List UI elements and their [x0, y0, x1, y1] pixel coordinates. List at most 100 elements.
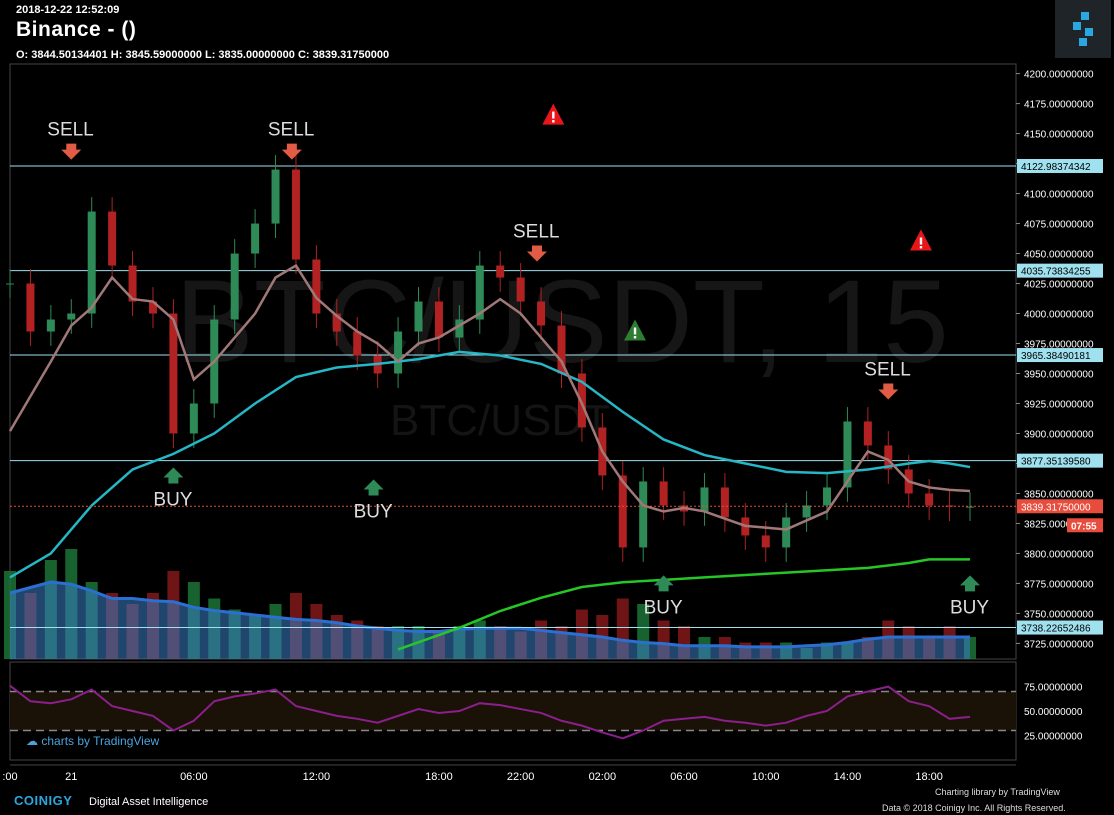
brand-tagline: Digital Asset Intelligence: [89, 796, 209, 808]
last-price-label: 3839.31750000: [1021, 502, 1091, 513]
candle-body: [966, 506, 974, 508]
time-tick-label: 18:00: [425, 771, 453, 783]
copyright: Data © 2018 Coinigy Inc. All Rights Rese…: [882, 803, 1066, 813]
sell-arrow-icon: [61, 143, 82, 160]
buy-arrow-icon: [653, 575, 674, 592]
ohlc-readout: O: 3844.50134401 H: 3845.59000000 L: 383…: [16, 49, 390, 61]
candle-body: [271, 169, 280, 224]
alert-dot: [633, 336, 637, 339]
buy-arrow-icon: [363, 479, 384, 496]
buy-signal-label: BUY: [354, 501, 393, 522]
cloud-icon: ☁: [26, 734, 38, 748]
time-tick-label: 10:00: [752, 771, 780, 783]
candle-body: [6, 283, 14, 285]
time-tick-label: 22:00: [507, 771, 535, 783]
watermark-pair: BTC/USDT: [390, 396, 610, 445]
candle-body: [434, 301, 443, 338]
buy-arrow-icon: [163, 467, 184, 484]
candle-body: [87, 211, 96, 314]
timestamp: 2018-12-22 12:52:09: [16, 4, 120, 16]
price-tick-label: 4000.00000000: [1024, 310, 1094, 321]
candle-body: [537, 301, 546, 326]
candle-body: [863, 421, 872, 446]
time-tick-label: 02:00: [589, 771, 617, 783]
sell-signal-label: SELL: [47, 120, 93, 141]
sell-signal-label: SELL: [513, 222, 559, 243]
coinigy-logo-icon[interactable]: [1055, 0, 1111, 58]
candle-body: [148, 301, 157, 314]
sell-arrow-icon: [878, 383, 899, 400]
price-tick-label: 3775.00000000: [1024, 579, 1094, 590]
candle-body: [108, 211, 117, 266]
candle-body: [516, 277, 525, 302]
level-label: 4035.73834255: [1021, 267, 1091, 278]
price-tick-label: 4100.00000000: [1024, 190, 1094, 201]
brand-label: COINIGY: [14, 793, 73, 808]
alert-dot: [552, 120, 555, 123]
sell-arrow-icon: [281, 143, 302, 160]
level-label-box: [1017, 158, 1103, 173]
level-label-box: [1017, 620, 1103, 635]
rsi-tick-label: 25.00000000: [1024, 731, 1083, 742]
ma-fast-line: [8, 263, 971, 531]
candle-body: [761, 535, 770, 548]
price-tick-label: 3975.00000000: [1024, 340, 1094, 351]
price-tick-label: 3825.00000000: [1024, 519, 1094, 530]
alert-dot: [919, 246, 923, 249]
level-label-box: [1017, 348, 1103, 363]
candle-body: [169, 313, 178, 434]
alert-mark: [633, 327, 637, 335]
rsi-tick-label: 50.00000000: [1024, 707, 1083, 718]
countdown-label: 07:55: [1071, 521, 1097, 532]
candle-body: [353, 331, 362, 356]
candle-body: [639, 481, 648, 548]
charting-library-credit: Charting library by TradingView: [935, 787, 1060, 797]
time-tick-label: 14:00: [834, 771, 862, 783]
time-tick-label: 18:00: [915, 771, 943, 783]
candle-body: [618, 475, 627, 548]
price-tick-label: 3800.00000000: [1024, 549, 1094, 560]
rsi-line: [9, 684, 971, 740]
volume-ma-line: [9, 580, 970, 649]
candle-body: [557, 325, 566, 374]
candle-body: [67, 313, 76, 320]
price-tick-label: 3950.00000000: [1024, 369, 1094, 380]
candle-body: [659, 481, 668, 506]
countdown-box: [1067, 518, 1103, 533]
level-label: 3738.22652486: [1021, 624, 1091, 635]
price-tick-label: 3850.00000000: [1024, 489, 1094, 500]
candle-body: [884, 445, 893, 470]
candle-body: [291, 169, 300, 260]
buy-signal-label: BUY: [950, 597, 989, 618]
time-tick-label: 21: [65, 771, 77, 783]
level-label-box: [1017, 263, 1103, 278]
volume-ma-area: [10, 582, 970, 659]
alert-mark: [552, 111, 555, 119]
tradingview-badge-label: charts by TradingView: [41, 734, 160, 748]
candle-body: [496, 265, 505, 278]
candle-body: [802, 505, 811, 518]
candle-body: [782, 517, 791, 548]
candle-body: [475, 265, 484, 320]
coinigy-brand[interactable]: COINIGY: [14, 793, 72, 808]
level-label-box: [1017, 453, 1103, 468]
ma-slow-line: [397, 558, 970, 651]
price-tick-label: 3925.00000000: [1024, 399, 1094, 410]
buy-signal-label: BUY: [153, 489, 192, 510]
candle-body: [720, 487, 729, 518]
tradingview-badge[interactable]: ☁ charts by TradingView: [26, 734, 159, 748]
candle-body: [332, 313, 341, 332]
price-tick-label: 3725.00000000: [1024, 639, 1094, 650]
candle-body: [189, 403, 198, 434]
price-tick-label: 3750.00000000: [1024, 609, 1094, 620]
candle-body: [414, 301, 423, 332]
buy-arrow-icon: [960, 575, 980, 592]
rsi-band-fill: [10, 691, 1016, 731]
price-tick-label: 3900.00000000: [1024, 429, 1094, 440]
sell-arrow-icon: [526, 245, 547, 262]
price-tick-label: 4150.00000000: [1024, 130, 1094, 141]
candle-body: [312, 259, 321, 314]
last-price-box: [1017, 499, 1103, 514]
sell-signal-label: SELL: [268, 120, 314, 141]
